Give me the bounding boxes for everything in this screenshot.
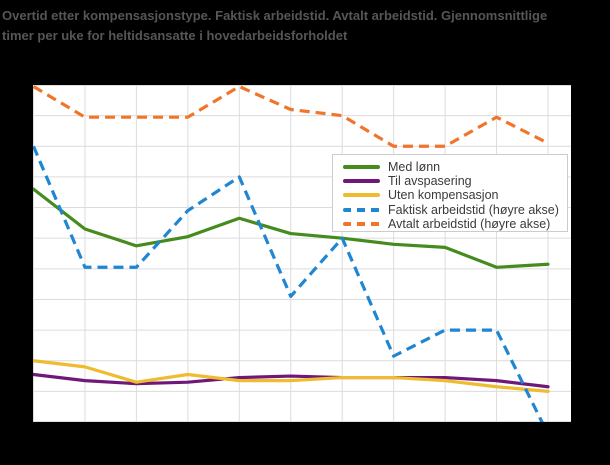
legend-label: Med lønn: [388, 160, 441, 175]
chart-title-line1: Overtid etter kompensasjonstype. Faktisk…: [2, 8, 548, 23]
legend-item-til-avspasering: Til avspasering: [343, 174, 567, 188]
chart-title-line2: timer per uke for heltidsansatte i hoved…: [2, 28, 348, 43]
plot-area: Med lønn Til avspasering Uten kompensasj…: [33, 85, 571, 422]
legend-item-uten-kompensasjon: Uten kompensasjon: [343, 188, 567, 202]
legend-label: Faktisk arbeidstid (høyre akse): [388, 202, 559, 217]
legend-swatch-med-lonn: [343, 165, 380, 170]
legend-swatch-uten-kompensasjon: [343, 193, 380, 198]
legend-swatch-faktisk-arbeidstid: [343, 207, 380, 212]
legend-label: Til avspasering: [388, 174, 472, 189]
legend-label: Avtalt arbeidstid (høyre akse): [388, 216, 551, 231]
legend-item-med-lonn: Med lønn: [343, 160, 567, 174]
chart-lines-canvas: [33, 85, 571, 422]
legend-swatch-avtalt-arbeidstid: [343, 221, 380, 226]
legend-swatch-til-avspasering: [343, 179, 380, 184]
legend-label: Uten kompensasjon: [388, 188, 499, 203]
chart-title: Overtid etter kompensasjonstype. Faktisk…: [2, 6, 608, 46]
legend: Med lønn Til avspasering Uten kompensasj…: [332, 154, 568, 232]
legend-item-avtalt-arbeidstid: Avtalt arbeidstid (høyre akse): [343, 217, 567, 231]
legend-item-faktisk-arbeidstid: Faktisk arbeidstid (høyre akse): [343, 203, 567, 217]
